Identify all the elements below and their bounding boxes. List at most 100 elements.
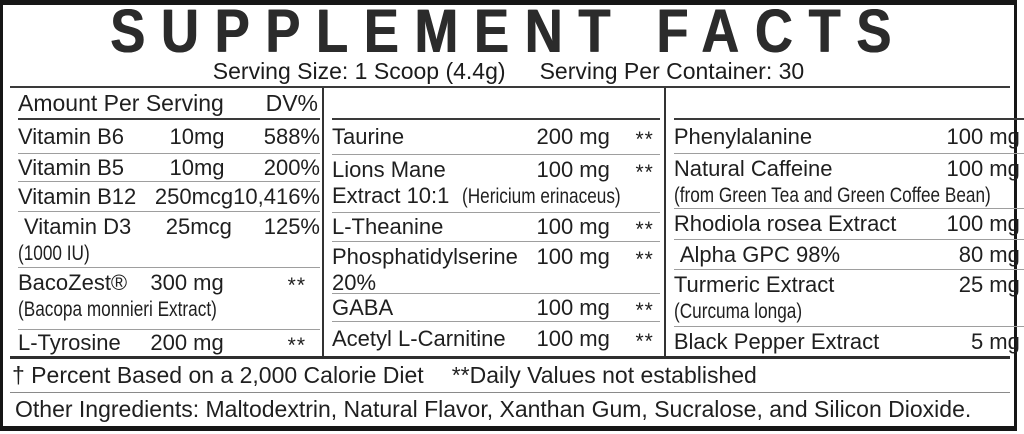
ingredient-name-line2: Extract 10:1 [332, 183, 450, 208]
ingredient-name: L-Tyrosine [18, 330, 121, 355]
footnote-percent-daily-value: † Percent Based on a 2,000 Calorie Diet [12, 362, 424, 388]
row-black-pepper-extract: Black Pepper Extract 5 mg ** [674, 327, 1024, 356]
ingredient-dv: ** [1020, 333, 1024, 357]
ingredient-dv: ** [635, 330, 654, 353]
row-gaba: GABA 100 mg ** [332, 294, 660, 322]
ingredient-name: Black Pepper Extract [673, 328, 880, 354]
ingredient-dv: ** [635, 161, 654, 184]
ingredient-name: Natural Caffeine [673, 156, 833, 181]
ingredient-subnote: (Bacopa monnieri Extract) [18, 297, 217, 321]
ingredient-dv: 125% [263, 214, 320, 239]
ingredient-amount: 100 mg [536, 214, 610, 239]
title-row: SUPPLEMENT FACTS [3, 0, 1014, 65]
row-l-tyrosine: L-Tyrosine 200 mg ** [18, 330, 320, 357]
ingredient-name: Vitamin B5 [18, 154, 124, 180]
ingredient-dv: ** [1020, 276, 1024, 300]
row-turmeric-extract: Turmeric Extract 25 mg ** (Curcuma longa… [673, 270, 1024, 327]
column-aminos: Taurine 200 mg ** Lions Mane 100 mg ** E… [322, 88, 664, 356]
header-amount-per-serving: Amount Per Serving [18, 89, 224, 116]
ingredient-amount: 80 mg [958, 241, 1020, 267]
facts-table: Amount Per Serving DV% Vitamin B6 10mg 5… [10, 86, 1024, 357]
row-vitamin-d3: Vitamin D3 25mcg 125% (1000 IU) [18, 212, 320, 268]
ingredient-amount: 100 mg [946, 123, 1020, 149]
row-rhodiola-rosea: Rhodiola rosea Extract 100 mg ** [673, 209, 1024, 240]
column-vitamins: Amount Per Serving DV% Vitamin B6 10mg 5… [10, 88, 322, 357]
ingredient-name: Alpha GPC 98% [679, 241, 841, 267]
ingredient-name: Turmeric Extract [673, 272, 835, 297]
other-ingredients-text: Other Ingredients: Maltodextrin, Natural… [15, 396, 972, 422]
ingredient-dv: ** [635, 248, 654, 271]
ingredient-dv: ** [1020, 246, 1024, 270]
ingredient-amount: 100 mg [536, 244, 610, 269]
ingredient-amount: 5 mg [970, 328, 1020, 354]
ingredient-dv: ** [1020, 160, 1024, 184]
ingredient-name: BacoZest® [18, 270, 128, 295]
ingredient-amount: 25 mg [958, 272, 1020, 297]
ingredient-dv: ** [287, 334, 306, 357]
row-alpha-gpc: Alpha GPC 98% 80 mg ** [673, 240, 1024, 270]
ingredient-subnote: (Hericium erinaceus) [461, 184, 621, 208]
ingredient-amount: 100 mg [536, 157, 610, 182]
serving-per-container: Serving Per Container: 30 [539, 58, 805, 84]
footnote-daily-values: **Daily Values not established [451, 362, 757, 388]
ingredient-dv: ** [635, 298, 654, 322]
table-header: Amount Per Serving DV% [18, 88, 320, 120]
row-lions-mane: Lions Mane 100 mg ** Extract 10:1 (Heric… [332, 155, 660, 213]
ingredient-dv: 200% [263, 154, 320, 180]
ingredient-name: Rhodiola rosea Extract [673, 211, 897, 236]
ingredient-amount: 200 mg [536, 124, 610, 149]
page-title: SUPPLEMENT FACTS [110, 0, 907, 65]
row-l-theanine: L-Theanine 100 mg ** [332, 213, 660, 242]
row-phosphatidylserine: Phosphatidylserine 100 mg ** 20% [332, 242, 660, 295]
label-body: Amount Per Serving DV% Vitamin B6 10mg 5… [10, 86, 1024, 426]
row-natural-caffeine: Natural Caffeine 100 mg ** (from Green T… [673, 154, 1024, 209]
row-acetyl-l-carnitine: Acetyl L-Carnitine 100 mg ** [332, 322, 660, 356]
ingredient-dv: ** [1020, 128, 1024, 152]
ingredient-dv: 588% [263, 123, 320, 149]
ingredient-amount: 300 mg [150, 270, 224, 295]
ingredient-amount: 100 mg [946, 156, 1020, 181]
column-spacer [332, 88, 660, 120]
ingredient-name: Vitamin D3 [24, 214, 132, 239]
ingredient-dv: ** [287, 274, 306, 297]
ingredient-name: Vitamin B12 [18, 183, 137, 209]
ingredient-name: Phenylalanine [673, 123, 813, 149]
ingredient-dv: ** [635, 218, 654, 241]
ingredient-name: Vitamin B6 [18, 123, 124, 149]
ingredient-name: Acetyl L-Carnitine [332, 326, 506, 351]
ingredient-subnote: (from Green Tea and Green Coffee Bean) [673, 183, 991, 207]
row-taurine: Taurine 200 mg ** [332, 120, 660, 155]
serving-info: Serving Size: 1 Scoop (4.4g) Serving Per… [3, 57, 1014, 86]
ingredient-dv: 10,416% [233, 183, 320, 209]
ingredient-amount: 10mg [169, 154, 225, 180]
ingredient-amount: 10mg [169, 123, 225, 149]
row-phenylalanine: Phenylalanine 100 mg ** [673, 120, 1024, 154]
ingredient-subnote: (Curcuma longa) [673, 299, 802, 323]
ingredient-amount: 100 mg [536, 294, 610, 320]
header-dv-percent: DV% [265, 89, 318, 116]
ingredient-subnote: (1000 IU) [18, 241, 90, 265]
serving-size: Serving Size: 1 Scoop (4.4g) [212, 58, 506, 84]
row-bacozest: BacoZest® 300 mg ** (Bacopa monnieri Ext… [18, 268, 320, 330]
ingredient-name: Lions Mane [332, 157, 446, 182]
ingredient-amount: 200 mg [150, 330, 224, 355]
ingredient-amount: 250mcg [154, 183, 234, 209]
row-vitamin-b5: Vitamin B5 10mg 200% [18, 154, 320, 182]
ingredient-dv: ** [635, 128, 654, 151]
ingredient-amount: 100 mg [946, 211, 1020, 236]
row-vitamin-b6: Vitamin B6 10mg 588% [18, 120, 320, 154]
footnote: † Percent Based on a 2,000 Calorie Diet … [10, 356, 1010, 392]
ingredient-name: GABA [332, 294, 394, 320]
ingredient-amount: 25mcg [165, 214, 232, 239]
ingredient-name: L-Theanine [332, 214, 444, 239]
ingredient-dv: ** [1020, 215, 1024, 239]
ingredient-amount: 100 mg [536, 326, 610, 351]
column-spacer [673, 88, 1024, 120]
ingredient-name: Taurine [332, 124, 405, 149]
ingredient-name-line2: 20% [332, 270, 377, 295]
row-vitamin-b12: Vitamin B12 250mcg 10,416% [18, 182, 320, 212]
column-botanicals: Phenylalanine 100 mg ** Natural Caffeine… [663, 88, 1024, 356]
ingredient-name: Phosphatidylserine [332, 244, 518, 269]
other-ingredients: Other Ingredients: Maltodextrin, Natural… [10, 392, 1010, 426]
